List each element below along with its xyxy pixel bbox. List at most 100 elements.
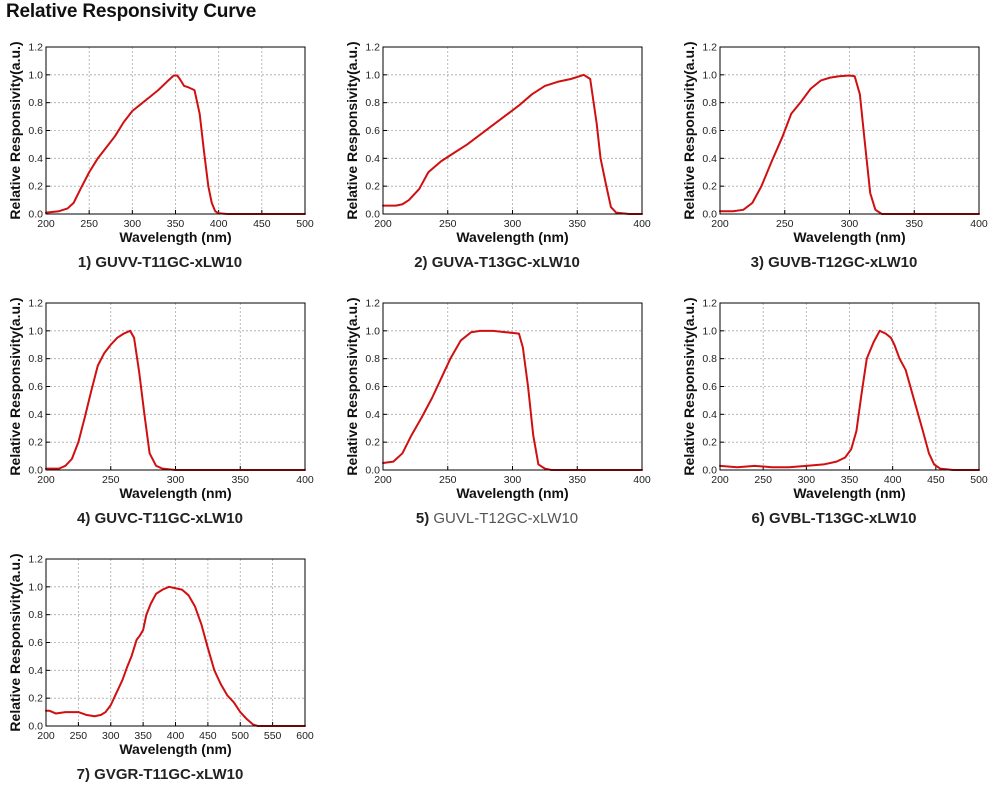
y-tick-label: 0.6: [702, 381, 717, 393]
y-tick-label: 0.0: [28, 721, 43, 733]
page-title: Relative Responsivity Curve: [6, 1, 257, 22]
y-tick-label: 0.0: [365, 465, 380, 477]
x-tick-label: 400: [970, 218, 988, 230]
x-tick-label: 300: [167, 474, 185, 486]
x-tick-label: 450: [927, 474, 945, 486]
plot-frame: [382, 302, 643, 471]
y-tick-label: 0.2: [28, 437, 43, 449]
y-tick-label: 1.0: [365, 69, 380, 81]
y-tick-label: 1.0: [365, 325, 380, 337]
x-tick-label: 250: [439, 218, 457, 230]
x-tick-label: 300: [504, 474, 522, 486]
chart-panel-4: 200 250 300 350 400 0.0 0.2 0.4 0.6 0.8 1.0 1.2 Wave…: [0, 296, 320, 546]
caption-number: 3): [750, 254, 769, 271]
x-tick-label: 400: [633, 474, 651, 486]
x-tick-label: 200: [37, 474, 55, 486]
plot-frame: [382, 46, 643, 215]
responsivity-curve: [382, 329, 643, 471]
y-tick-label: 0.6: [28, 637, 43, 649]
x-tick-label: 500: [296, 218, 314, 230]
y-tick-label: 0.0: [365, 209, 380, 221]
y-tick-label: 1.2: [702, 298, 717, 310]
y-tick-label: 0.6: [28, 125, 43, 137]
y-tick-label: 1.0: [28, 69, 43, 81]
y-tick-label: 0.4: [28, 153, 43, 165]
y-tick-label: 1.2: [28, 554, 43, 566]
chart-caption: 5) GUVL-T12GC-xLW10: [337, 510, 657, 527]
x-axis-title: Wavelength (nm): [793, 229, 905, 245]
x-axis-title: Wavelength (nm): [456, 485, 568, 501]
y-tick-label: 0.8: [702, 97, 717, 109]
chart-panel-5: 200 250 300 350 400 0.0 0.2 0.4 0.6 0.8 1.0 1.2 Wave…: [337, 296, 657, 546]
x-tick-label: 250: [776, 218, 794, 230]
y-tick-label: 0.6: [702, 125, 717, 137]
x-tick-label: 350: [134, 730, 152, 742]
x-tick-label: 250: [102, 474, 120, 486]
x-tick-label: 200: [711, 474, 729, 486]
chart-caption: 4) GUVC-T11GC-xLW10: [0, 510, 320, 527]
y-tick-label: 1.0: [702, 69, 717, 81]
caption-model-name: GVBL-T13GC-xLW10: [768, 510, 917, 527]
y-tick-label: 0.8: [28, 97, 43, 109]
x-tick-label: 200: [374, 218, 392, 230]
y-axis-title: Relative Responsivity(a.u.): [7, 41, 23, 219]
plot-frame: [719, 302, 980, 471]
x-tick-label: 250: [70, 730, 88, 742]
caption-model-name: GUVA-T13GC-xLW10: [431, 254, 580, 271]
y-axis-title: Relative Responsivity(a.u.): [681, 297, 697, 475]
y-tick-label: 0.0: [702, 209, 717, 221]
responsivity-curve: [719, 329, 980, 471]
x-tick-label: 200: [711, 218, 729, 230]
x-axis-title: Wavelength (nm): [793, 485, 905, 501]
chart-panel-3: 200 250 300 350 400 0.0 0.2 0.4 0.6 0.8 1.0 1.2 Wave…: [674, 40, 994, 290]
x-tick-label: 350: [568, 218, 586, 230]
chart-svg: 200 250 300 350 400 450 500 0.0 0.2 0.4 0.6 0.8 1.0 1…: [681, 297, 988, 501]
y-tick-label: 0.0: [28, 465, 43, 477]
y-tick-label: 1.2: [28, 298, 43, 310]
x-tick-label: 400: [633, 218, 651, 230]
y-axis-title: Relative Responsivity(a.u.): [7, 297, 23, 475]
y-tick-label: 0.0: [702, 465, 717, 477]
x-tick-label: 600: [296, 730, 314, 742]
x-tick-label: 300: [841, 218, 859, 230]
x-tick-label: 500: [231, 730, 249, 742]
y-tick-label: 0.4: [702, 409, 717, 421]
chart-panel-7: 200 250 300 350 400 450 500 550 600 0.0 0.2 0.4 0.6 0…: [0, 552, 320, 802]
chart-caption: 6) GVBL-T13GC-xLW10: [674, 510, 994, 527]
y-tick-label: 0.4: [702, 153, 717, 165]
x-tick-label: 250: [439, 474, 457, 486]
chart-svg: 200 250 300 350 400 0.0 0.2 0.4 0.6 0.8 1.0 1.2 Wave…: [7, 297, 314, 501]
chart-panel-2: 200 250 300 350 400 0.0 0.2 0.4 0.6 0.8 1.0 1.2 Wave…: [337, 40, 657, 290]
plot-frame: [45, 302, 306, 471]
chart-caption: 7) GVGR-T11GC-xLW10: [0, 766, 320, 783]
x-tick-label: 350: [905, 218, 923, 230]
x-tick-label: 450: [253, 218, 271, 230]
x-tick-label: 300: [504, 218, 522, 230]
x-axis-title: Wavelength (nm): [119, 741, 231, 757]
y-tick-label: 0.4: [365, 153, 380, 165]
x-tick-label: 350: [231, 474, 249, 486]
caption-number: 4): [77, 510, 95, 527]
x-tick-label: 450: [199, 730, 217, 742]
x-axis-title: Wavelength (nm): [119, 485, 231, 501]
x-axis-title: Wavelength (nm): [119, 229, 231, 245]
chart-panel-1: 200 250 300 350 400 450 500 0.0 0.2 0.4 0.6 0.8 1.0 1…: [0, 40, 320, 290]
y-tick-label: 0.8: [28, 609, 43, 621]
y-tick-label: 0.2: [365, 437, 380, 449]
y-axis-title: Relative Responsivity(a.u.): [681, 41, 697, 219]
chart-svg: 200 250 300 350 400 0.0 0.2 0.4 0.6 0.8 1.0 1.2 Wave…: [344, 41, 651, 245]
y-tick-label: 0.2: [365, 181, 380, 193]
y-tick-label: 1.0: [702, 325, 717, 337]
x-tick-label: 550: [264, 730, 282, 742]
y-tick-label: 0.4: [28, 409, 43, 421]
x-tick-label: 200: [374, 474, 392, 486]
chart-panel-6: 200 250 300 350 400 450 500 0.0 0.2 0.4 0.6 0.8 1.0 1…: [674, 296, 994, 546]
y-axis-title: Relative Responsivity(a.u.): [344, 297, 360, 475]
y-tick-label: 0.2: [28, 181, 43, 193]
x-tick-label: 500: [970, 474, 988, 486]
chart-svg: 200 250 300 350 400 0.0 0.2 0.4 0.6 0.8 1.0 1.2 Wave…: [344, 297, 651, 501]
chart-svg: 200 250 300 350 400 450 500 0.0 0.2 0.4 0.6 0.8 1.0 1…: [7, 41, 314, 245]
y-tick-label: 0.2: [702, 437, 717, 449]
x-tick-label: 350: [568, 474, 586, 486]
caption-model-name: GUVC-T11GC-xLW10: [94, 510, 243, 527]
